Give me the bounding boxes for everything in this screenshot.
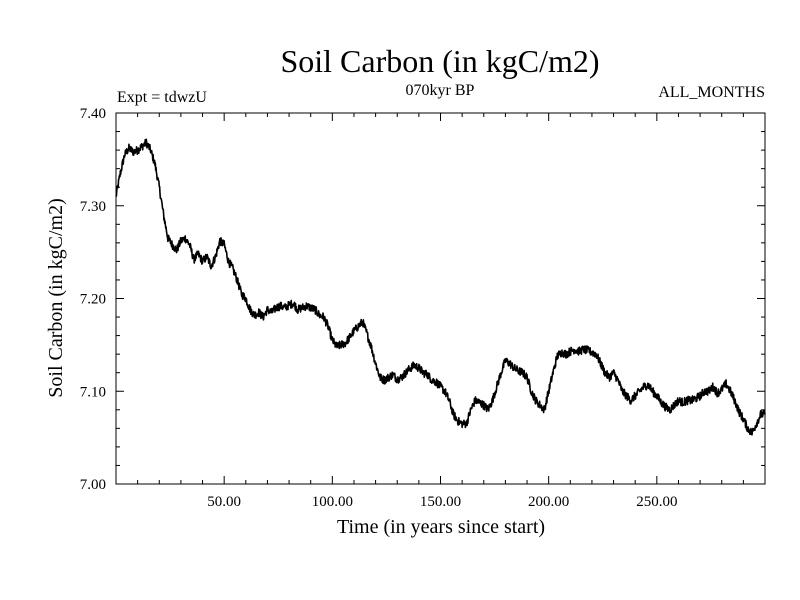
series-line-soil-carbon [115, 138, 766, 436]
x-axis-label: Time (in years since start) [337, 516, 545, 538]
tick-labels: 50.00 100.00 150.00 200.00 250.00 7.00 7.10 7.2… [80, 106, 678, 510]
x-tick-label: 100.00 [312, 494, 353, 510]
months-label: ALL_MONTHS [658, 84, 765, 101]
chart-title: Soil Carbon (in kgC/m2) [280, 43, 599, 79]
y-tick-label: 7.30 [80, 199, 106, 215]
experiment-label: Expt = tdwzU [117, 89, 207, 106]
x-tick-label: 150.00 [420, 494, 461, 510]
axis-ticks [116, 113, 765, 484]
y-axis-label: Soil Carbon (in kgC/m2) [45, 198, 67, 397]
plot-frame [115, 112, 766, 485]
x-tick-label: 50.00 [207, 494, 241, 510]
x-tick-label: 250.00 [636, 494, 677, 510]
chart-subtitle: 070kyr BP [406, 82, 475, 99]
series-layer [115, 138, 766, 436]
y-tick-label: 7.40 [80, 106, 106, 122]
x-tick-label: 200.00 [528, 494, 569, 510]
y-tick-label: 7.00 [80, 477, 106, 493]
y-tick-label: 7.20 [80, 292, 106, 308]
y-tick-label: 7.10 [80, 384, 106, 400]
